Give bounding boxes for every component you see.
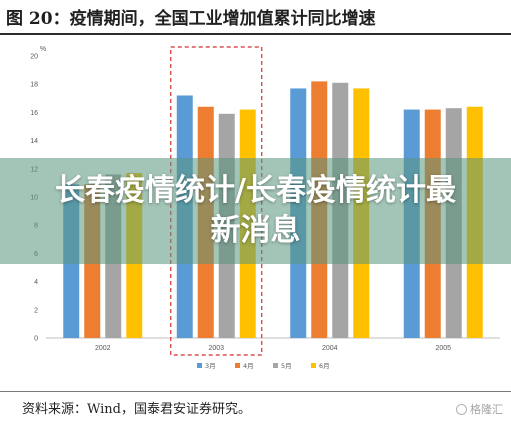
- source-note: 资料来源：Wind，国泰君安证券研究。: [22, 402, 251, 417]
- legend-item: 3月: [197, 362, 216, 370]
- top-divider: [0, 33, 511, 35]
- y-tick-label: 4: [34, 279, 38, 286]
- legend-label: 4月: [243, 362, 254, 370]
- bottom-divider: [0, 391, 511, 392]
- x-tick-label: 2003: [208, 345, 224, 352]
- watermark-text: 格隆汇: [470, 403, 503, 416]
- watermark: 格隆汇: [456, 401, 503, 417]
- overlay-title: 长春疫情统计/长春疫情统计最新消息: [55, 173, 456, 248]
- y-axis-unit: %: [40, 46, 46, 53]
- y-tick-label: 20: [30, 54, 38, 61]
- legend-label: 6月: [319, 362, 330, 370]
- legend-item: 6月: [311, 362, 330, 370]
- legend-label: 5月: [281, 362, 292, 370]
- x-tick-label: 2005: [435, 345, 451, 352]
- y-tick-label: 18: [30, 82, 38, 89]
- legend-swatch: [273, 363, 278, 368]
- x-tick-label: 2002: [95, 345, 111, 352]
- legend-swatch: [197, 363, 202, 368]
- y-tick-label: 16: [30, 110, 38, 117]
- overlay-banner: 长春疫情统计/长春疫情统计最新消息: [0, 158, 511, 264]
- y-tick-label: 14: [30, 138, 38, 145]
- figure-title: 图 20：疫情期间，全国工业增加值累计同比增速: [6, 9, 376, 29]
- y-tick-label: 2: [34, 307, 38, 314]
- legend-label: 3月: [205, 362, 216, 370]
- watermark-logo-icon: [456, 403, 467, 415]
- legend-item: 5月: [273, 362, 292, 370]
- legend-item: 4月: [235, 362, 254, 370]
- legend-swatch: [235, 363, 240, 368]
- legend-swatch: [311, 363, 316, 368]
- x-tick-label: 2004: [322, 345, 338, 352]
- y-tick-label: 0: [34, 336, 38, 343]
